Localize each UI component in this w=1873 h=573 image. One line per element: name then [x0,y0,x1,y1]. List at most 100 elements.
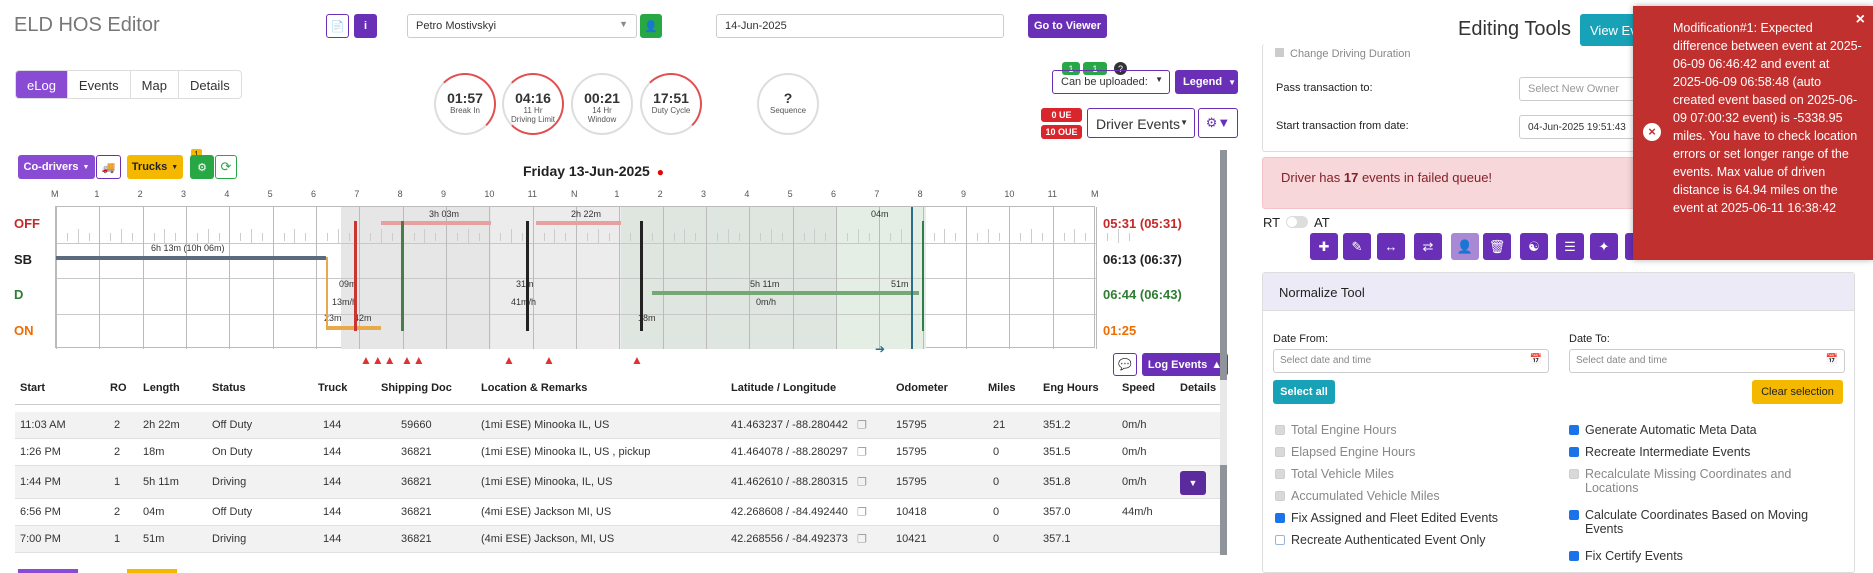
checkbox[interactable] [1569,469,1579,479]
bottom-button-stub-2[interactable] [127,569,177,573]
copy-icon[interactable]: ❐ [857,506,867,519]
grid-quarter-tick [738,233,740,241]
details-toggle-button[interactable]: ▼ [1180,471,1206,495]
rt-at-toggle[interactable] [1286,216,1308,228]
checkbox-option[interactable]: Total Vehicle Miles [1275,467,1394,481]
bottom-button-stub[interactable] [18,569,78,573]
cell-truck: 144 [323,446,342,458]
scroll-thumb[interactable] [1220,150,1227,380]
caret-down-icon: ▼ [82,163,90,171]
settings-button[interactable]: ⚙▼ [1198,108,1238,138]
checkbox-checked[interactable] [1275,513,1285,523]
hour-tick-label: 2 [657,189,663,199]
truck-icon-button[interactable]: 🚚 [96,155,121,179]
table-row[interactable]: 1:26 PM 2 18m On Duty 144 36821 (1mi ESE) Mino… [15,439,1220,466]
checkbox[interactable] [1275,48,1284,57]
upload-badge-2: 1 [1083,62,1107,75]
at-label: AT [1314,215,1330,230]
oue-badge[interactable]: 10 OUE [1041,125,1082,139]
tab-details[interactable]: Details [177,71,241,98]
copy-icon[interactable]: ❐ [857,446,867,459]
alert-text-post: events in failed queue! [1358,170,1493,185]
checkbox-option[interactable]: Accumulated Vehicle Miles [1275,489,1440,503]
date-from-input[interactable]: Select date and time 📅 [1273,349,1549,373]
calendar-icon[interactable]: 📅 [1529,354,1542,365]
start-transaction-date[interactable]: 04-Jun-2025 19:51:43 [1519,115,1639,139]
column-header: Odometer [896,382,948,394]
can-be-uploaded-select[interactable]: Can be uploaded: ▼ [1052,70,1170,94]
copy-icon[interactable]: ❐ [857,419,867,432]
table-row[interactable]: 1:44 PM 1 5h 11m Driving 144 36821 (1mi ESE) M… [15,466,1220,499]
copy-icon[interactable]: ❐ [857,533,867,546]
go-to-viewer-button[interactable]: Go to Viewer [1028,14,1107,38]
checkbox-checked[interactable] [1569,551,1579,561]
swap-icon[interactable]: ⇄ [1414,233,1442,260]
checkbox-option[interactable]: Total Engine Hours [1275,423,1397,437]
driver-profile-button[interactable]: 👤 [640,14,662,38]
add-icon[interactable]: ✚ [1310,233,1338,260]
checkbox[interactable] [1275,447,1285,457]
users-icon[interactable]: ☯ [1520,233,1548,260]
dial-label: Break In [450,106,480,115]
edit-icon[interactable]: ✎ [1343,233,1371,260]
vertical-line-3 [401,221,404,331]
vertical-scrollbar[interactable] [1220,150,1227,555]
tab-map[interactable]: Map [129,71,178,98]
table-row[interactable]: 11:03 AM 2 2h 22m Off Duty 144 59660 (1mi ESE)… [15,412,1220,439]
vehicle-button[interactable]: ⚙ [190,155,214,179]
date-input[interactable]: 14-Jun-2025 [716,14,1004,38]
trash-icon[interactable]: 🗑 [1483,233,1511,260]
checkbox[interactable] [1275,491,1285,501]
chevron-down-icon: ▼ [1155,75,1163,84]
columns-icon[interactable]: ☰ [1556,233,1584,260]
cell-speed: 0m/h [1122,476,1147,488]
checkbox-checked[interactable] [1569,425,1579,435]
copy-icon[interactable]: ❐ [857,476,867,489]
table-row[interactable]: 7:00 PM 1 51m Driving 144 36821 (4mi ESE) Jack… [15,526,1220,553]
grid-quarter-tick [196,233,198,241]
checkbox[interactable] [1275,535,1285,545]
checkbox-option[interactable]: Generate Automatic Meta Data [1569,423,1757,437]
tab-elog[interactable]: eLog [16,71,67,98]
tab-bar: eLog Events Map Details [15,70,242,99]
clear-selection-button[interactable]: Clear selection [1752,380,1843,404]
ue-badge[interactable]: 0 UE [1041,108,1082,122]
user-icon[interactable]: 👤 [1451,233,1479,260]
table-row[interactable]: 6:56 PM 2 04m Off Duty 144 36821 (4mi ESE) Jac… [15,499,1220,526]
checkbox-option[interactable]: Recreate Intermediate Events [1569,445,1750,459]
checkbox-option[interactable]: Elapsed Engine Hours [1275,445,1415,459]
date-to-input[interactable]: Select date and time 📅 [1569,349,1845,373]
co-drivers-button[interactable]: Co-drivers ▼ [18,155,95,179]
trucks-button[interactable]: Trucks ▼ [127,155,183,179]
checkbox[interactable] [1275,425,1285,435]
document-button[interactable]: 📄 [326,14,349,38]
date-from-label: Date From: [1273,333,1329,345]
checkbox-option[interactable]: Recalculate Missing Coordinates and Locat… [1569,467,1791,495]
upload-help-icon[interactable]: ? [1114,62,1127,75]
tab-events[interactable]: Events [66,71,130,98]
refresh-icon[interactable]: ⟳ [215,155,237,179]
checkbox[interactable] [1275,469,1285,479]
scroll-thumb-lower[interactable] [1220,465,1227,555]
checkbox-option[interactable]: Recreate Authenticated Event Only [1275,533,1486,547]
cell-speed: 0m/h [1122,446,1147,458]
select-all-button[interactable]: Select all [1273,380,1335,404]
driver-select[interactable]: Petro Mostivskyi ▼ [407,14,637,38]
info-button[interactable]: i [354,14,377,38]
chevron-down-icon: ▼ [619,19,628,29]
checkbox-option[interactable]: Calculate Coordinates Based on Moving Eve… [1569,508,1808,536]
log-events-button[interactable]: Log Events ▲ [1142,353,1228,376]
driver-events-select[interactable]: Driver Events ▼ [1087,108,1195,138]
checkbox-option[interactable]: Fix Certify Events [1569,549,1683,563]
legend-button[interactable]: Legend ▼ [1175,70,1238,94]
comment-button[interactable]: 💬 [1113,353,1137,376]
checkbox-label: Elapsed Engine Hours [1291,445,1416,459]
magic-icon[interactable]: ✦ [1590,233,1618,260]
calendar-icon[interactable]: 📅 [1825,354,1838,365]
checkbox-option[interactable]: Fix Assigned and Fleet Edited Events [1275,511,1498,525]
toast-close-button[interactable]: × [1855,11,1865,28]
cell-truck: 144 [323,506,342,518]
checkbox-checked[interactable] [1569,510,1579,520]
stretch-icon[interactable]: ↔ [1377,233,1405,260]
checkbox-checked[interactable] [1569,447,1579,457]
